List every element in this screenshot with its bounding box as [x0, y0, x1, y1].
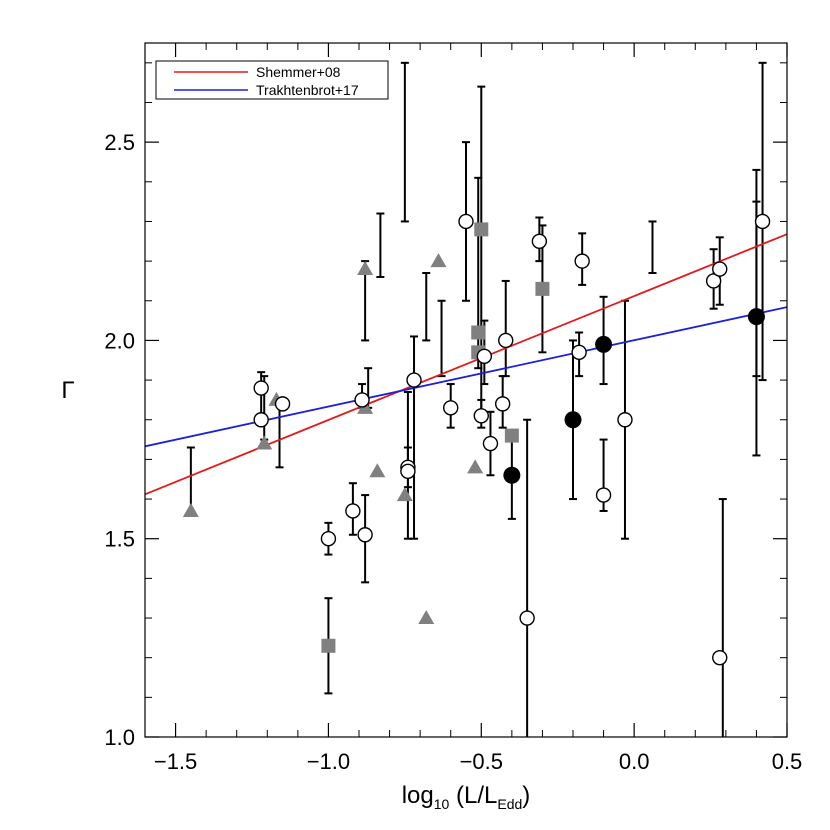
- filled-circle-point: [503, 466, 521, 484]
- open-circle-point: [617, 412, 633, 428]
- y-axis-label: Γ: [61, 377, 74, 404]
- open-circle-point: [458, 213, 474, 230]
- fit-line-trakhtenbrot: [145, 306, 787, 448]
- triangle-point: [467, 459, 484, 474]
- square-point: [535, 281, 550, 296]
- x-label-sub1: 10: [434, 796, 450, 812]
- y-tick-label: 2.0: [104, 328, 135, 353]
- triangle-point: [182, 502, 199, 517]
- plot-content: [145, 61, 787, 737]
- open-circle-point: [406, 372, 422, 388]
- filled-circle-point: [595, 335, 613, 353]
- open-circle-point: [494, 396, 511, 412]
- open-circle-point: [712, 649, 728, 666]
- fit-line-shemmer: [145, 233, 787, 496]
- legend: Shemmer+08 Trakhtenbrot+17: [155, 60, 389, 100]
- open-circle-point: [320, 531, 337, 547]
- open-circle-point: [345, 503, 361, 519]
- filled-circle-point: [564, 411, 582, 429]
- open-circle-point: [571, 344, 587, 361]
- x-tick-label: 0.0: [619, 749, 650, 774]
- triangle-point: [256, 435, 273, 450]
- open-circle-point: [498, 332, 514, 349]
- triangle-point: [418, 610, 435, 625]
- open-circle-point: [574, 253, 590, 269]
- open-circle-point: [354, 392, 370, 408]
- axes: −1.5 −1.0 −0.5 0.0 0.5 1.0 1.5 2.0 2.5: [104, 43, 802, 774]
- square-point: [471, 325, 486, 340]
- square-point: [474, 222, 489, 237]
- triangle-point: [357, 261, 374, 276]
- open-circle-point: [754, 213, 771, 230]
- open-circle-point: [705, 273, 722, 289]
- x-label-suffix: ): [522, 782, 530, 809]
- x-tick-label: −1.0: [307, 749, 350, 774]
- x-label-sub2: Edd: [497, 796, 522, 812]
- x-tick-label: −1.5: [154, 749, 197, 774]
- filled-circle-point: [747, 308, 765, 326]
- open-circle-point: [253, 412, 269, 428]
- triangle-point: [430, 253, 447, 268]
- legend-box: [155, 60, 389, 100]
- plot-frame: [144, 42, 788, 738]
- x-tick-label: −0.5: [460, 749, 503, 774]
- open-circle-point: [274, 396, 291, 412]
- open-circle-point: [473, 408, 489, 424]
- open-circle-point: [253, 380, 269, 396]
- triangle-point: [369, 463, 386, 478]
- open-circle-point: [482, 435, 499, 452]
- x-tick-label: 0.5: [772, 749, 803, 774]
- square-point: [504, 428, 519, 443]
- open-circle-point: [400, 463, 416, 479]
- legend-label-shemmer: Shemmer+08: [256, 64, 341, 80]
- y-tick-label: 1.0: [104, 725, 135, 750]
- x-label-prefix: log: [402, 782, 434, 809]
- y-tick-label: 1.5: [104, 527, 135, 552]
- open-circle-point: [357, 527, 373, 543]
- legend-label-trakhtenbrot: Trakhtenbrot+17: [256, 82, 359, 98]
- open-circle-point: [595, 487, 612, 503]
- y-tick-label: 2.5: [104, 130, 135, 155]
- x-axis-label: log10 (L/LEdd): [402, 782, 531, 812]
- x-label-middle: (L/L: [449, 782, 497, 809]
- open-circle-point: [519, 610, 535, 626]
- open-circle-point: [476, 348, 493, 364]
- square-point: [321, 638, 336, 653]
- triangle-point: [396, 487, 413, 502]
- open-circle-point: [712, 261, 728, 277]
- open-circle-point: [531, 233, 548, 249]
- open-circle-point: [443, 400, 459, 416]
